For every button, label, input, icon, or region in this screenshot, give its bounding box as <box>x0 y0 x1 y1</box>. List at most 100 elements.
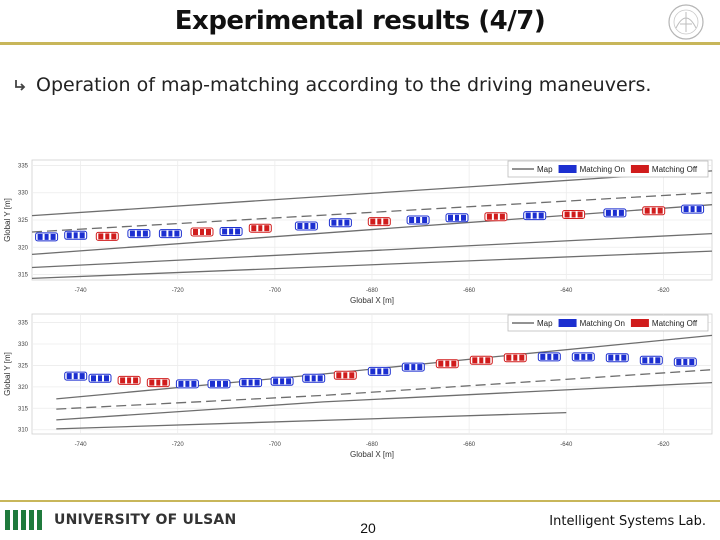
vehicle-marker-on <box>681 204 705 214</box>
vehicle-marker-off <box>117 375 141 385</box>
page-number: 20 <box>360 520 376 536</box>
x-tick-label: -640 <box>560 442 573 448</box>
x-axis-label: Global X [m] <box>350 296 394 305</box>
y-axis-label: Global Y [m] <box>3 198 12 242</box>
vehicle-marker-on <box>88 373 112 383</box>
y-axis-label: Global Y [m] <box>3 352 12 396</box>
slide-title: Experimental results (4/7) <box>174 6 546 36</box>
map-lane-line <box>56 411 567 430</box>
map-lane-line <box>31 250 713 280</box>
vehicle-marker-on <box>64 371 88 381</box>
legend-swatch <box>630 319 649 327</box>
bullet-text: Operation of map-matching according to t… <box>36 74 652 96</box>
bullet-item: Operation of map-matching according to t… <box>12 74 651 96</box>
map-lane-line <box>31 204 713 256</box>
vehicle-marker-on <box>207 379 231 389</box>
vehicle-marker-on <box>64 230 88 240</box>
vehicle-marker-on <box>294 221 318 231</box>
vehicle-marker-off <box>95 231 119 241</box>
x-tick-label: -660 <box>463 442 476 448</box>
y-tick-label: 310 <box>18 428 29 434</box>
vehicle-marker-on <box>219 227 243 236</box>
y-tick-label: 335 <box>18 163 29 169</box>
map-matching-plot-1: -740 -720 -700 -680 -660 -640 -620 315 320 325 330… <box>3 159 713 305</box>
vehicle-marker-on <box>270 376 294 386</box>
y-tick-label: 325 <box>18 363 29 369</box>
legend-label: Matching Off <box>652 319 698 328</box>
x-tick-label: -700 <box>269 442 282 448</box>
x-tick-label: -620 <box>657 288 670 294</box>
map-lane-line <box>31 232 713 269</box>
arrow-bullet-icon <box>15 80 26 91</box>
y-tick-label: 330 <box>18 191 29 197</box>
vehicle-marker-on <box>673 357 697 367</box>
map-matching-plot-2: -740 -720 -700 -680 -660 -640 -620 310 315 320 325… <box>3 313 713 459</box>
university-branding: UNIVERSITY OF ULSAN <box>4 508 236 532</box>
vehicle-marker-on <box>239 378 263 388</box>
vehicle-marker-on <box>302 373 326 383</box>
legend-swatch <box>558 165 577 173</box>
x-tick-label: -740 <box>75 442 88 448</box>
university-seal-icon <box>668 4 704 40</box>
map-lane-line <box>56 369 713 410</box>
x-tick-label: -720 <box>172 288 185 294</box>
chart-legend: Map Matching On Matching Off <box>507 314 709 332</box>
y-tick-label: 320 <box>18 385 29 391</box>
y-tick-label: 315 <box>18 273 29 279</box>
vehicle-marker-on <box>367 366 391 376</box>
legend-label: Matching On <box>580 165 625 174</box>
university-name: UNIVERSITY OF ULSAN <box>54 512 237 528</box>
map-lane-line <box>56 381 713 421</box>
x-tick-label: -620 <box>657 442 670 448</box>
vehicle-marker-off <box>435 359 459 369</box>
vehicle-marker-on <box>328 218 352 228</box>
vehicle-marker-on <box>537 352 561 362</box>
y-tick-label: 320 <box>18 245 29 251</box>
legend-label: Map <box>537 319 553 328</box>
vehicle-marker-on <box>523 211 547 221</box>
x-tick-label: -740 <box>75 288 88 294</box>
vehicle-marker-on <box>35 232 59 242</box>
vehicle-marker-off <box>248 223 272 233</box>
vehicle-marker-off <box>484 212 508 222</box>
vehicle-marker-on <box>639 355 663 365</box>
legend-label: Matching On <box>580 319 625 328</box>
legend-swatch <box>630 165 649 173</box>
vehicle-marker-off <box>333 370 357 380</box>
x-axis-label: Global X [m] <box>350 450 394 459</box>
vehicle-marker-off <box>503 353 527 363</box>
y-tick-label: 315 <box>18 406 29 412</box>
legend-label: Matching Off <box>652 165 698 174</box>
x-tick-label: -640 <box>560 288 573 294</box>
y-tick-label: 330 <box>18 342 29 348</box>
y-tick-label: 325 <box>18 218 29 224</box>
legend-label: Map <box>537 165 553 174</box>
lab-name: Intelligent Systems Lab. <box>549 514 706 529</box>
x-tick-label: -660 <box>463 288 476 294</box>
vehicle-marker-on <box>175 379 199 389</box>
vehicle-marker-off <box>562 210 586 219</box>
x-tick-label: -720 <box>172 442 185 448</box>
vehicle-marker-off <box>190 227 214 237</box>
vehicle-marker-on <box>571 352 595 362</box>
vehicle-marker-on <box>401 362 425 372</box>
legend-swatch <box>558 319 577 327</box>
vehicle-marker-off <box>367 217 391 227</box>
x-tick-label: -700 <box>269 288 282 294</box>
x-tick-label: -680 <box>366 288 379 294</box>
vehicle-marker-on <box>158 229 182 239</box>
vehicle-marker-on <box>605 353 629 363</box>
footer-divider <box>0 500 720 502</box>
map-lane-line <box>31 192 713 233</box>
title-divider <box>0 42 720 45</box>
vehicle-marker-off <box>146 378 170 388</box>
map-lane-line <box>31 170 713 217</box>
vehicle-marker-off <box>642 206 666 216</box>
university-logo-icon <box>5 510 42 530</box>
vehicle-marker-on <box>406 215 430 225</box>
vehicle-marker-on <box>445 213 469 223</box>
y-tick-label: 335 <box>18 321 29 327</box>
chart-legend: Map Matching On Matching Off <box>507 160 709 178</box>
vehicle-marker-on <box>127 229 151 239</box>
vehicle-marker-off <box>469 355 493 365</box>
